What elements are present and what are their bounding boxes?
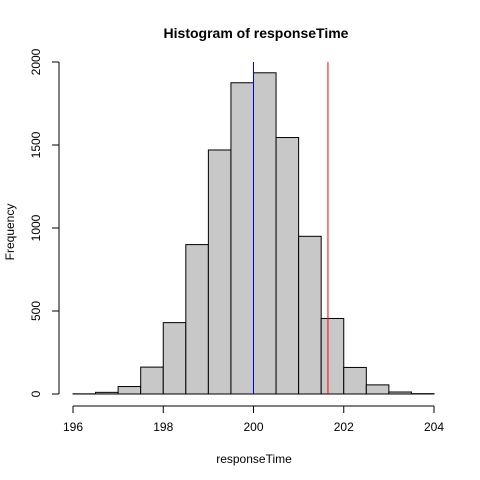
histogram-bar-1	[95, 391, 119, 395]
x-tick-label-4: 204	[424, 420, 444, 434]
histogram-bar-13	[365, 384, 390, 395]
x-axis-label: responseTime	[216, 452, 292, 466]
x-tick-label-3: 202	[334, 420, 354, 434]
chart-title: Histogram of responseTime	[164, 25, 349, 41]
histogram-bar-5	[185, 244, 209, 395]
y-tick-label-4: 2000	[29, 48, 43, 75]
y-tick-label-3: 1500	[29, 131, 43, 158]
x-axis: 196 198 200 202 204	[63, 405, 444, 434]
histogram-bar-14	[388, 391, 412, 395]
bars-group	[72, 72, 435, 395]
y-axis: 0 500 1000 1500 2000	[29, 48, 60, 397]
histogram-bar-4	[162, 322, 187, 395]
y-axis-label: Frequency	[3, 204, 17, 261]
reference-lines-group	[253, 62, 329, 394]
histogram-bar-9	[275, 137, 300, 395]
histogram-bar-11	[320, 317, 345, 395]
histogram-bar-2	[117, 386, 142, 395]
histogram-bar-10	[298, 235, 322, 395]
histogram-bar-7	[230, 82, 254, 395]
y-tick-label-1: 500	[29, 301, 43, 321]
x-tick-label-1: 198	[153, 420, 173, 434]
x-tick-label-0: 196	[63, 420, 83, 434]
x-tick-label-2: 200	[243, 420, 263, 434]
y-tick-label-2: 1000	[29, 214, 43, 241]
histogram-bar-8	[253, 72, 277, 395]
y-tick-label-0: 0	[29, 390, 43, 397]
histogram-bar-12	[343, 366, 367, 395]
histogram-bar-6	[207, 149, 232, 395]
histogram-bar-3	[140, 366, 164, 395]
